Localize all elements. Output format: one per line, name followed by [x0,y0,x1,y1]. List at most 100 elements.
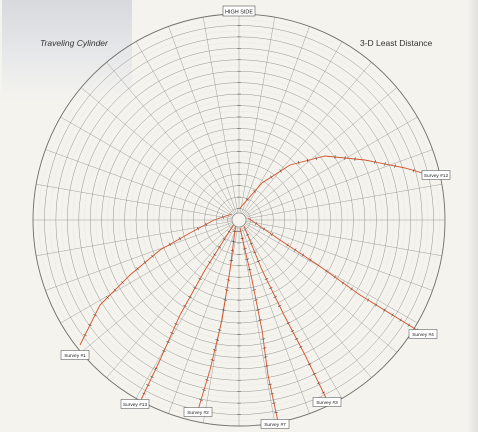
trajectory-tick [341,281,345,285]
survey-label-box [312,397,342,407]
high-side-label: HIGH SIDE [225,10,253,16]
trajectory-tick [383,308,386,312]
grid-spoke [238,219,343,399]
trajectory-tick [317,382,321,385]
trajectory-tick [399,318,402,322]
trajectory-tick [413,168,415,173]
grid-spoke [45,219,240,291]
trajectory-tick [315,156,317,161]
survey-trajectory [79,213,233,346]
survey-label: Survey #1 [64,353,86,359]
trajectory-tick [154,367,158,370]
survey-trajectory [239,227,279,423]
trajectory-tick [256,309,260,311]
survey-label: Survey #13 [123,402,148,408]
trajectory-tick [256,260,261,263]
survey-label-box [408,329,438,339]
trajectory-tick [150,375,154,378]
trajectory-tick [294,248,297,252]
trajectory-tick [178,236,182,241]
grid-spoke [238,26,310,221]
chart-title-left: Traveling Cylinder [40,38,108,48]
trajectory-tick [245,233,250,236]
trajectory-tick [366,298,370,302]
trajectory-tick [312,372,316,375]
trajectory-tick [88,323,92,327]
trajectory-tick [274,411,278,414]
trajectory-tick [240,237,245,240]
trajectory-tick [277,304,282,308]
trajectory-tick [217,245,222,249]
trajectory-tick [221,309,226,311]
high-side-box [222,5,256,17]
trajectory-tick [391,313,394,317]
trajectory-tick [269,286,273,290]
grid-spoke [238,219,397,353]
trajectory-tick [188,295,192,299]
trajectory-tick [273,295,277,299]
survey-labels: Survey #1 Survey #2 Survey #3 Survey #4 Surv… [60,170,451,429]
trajectory-tick [198,277,202,281]
trajectory-tick [146,384,150,387]
trajectory-tick [350,287,353,291]
trajectory-tick [254,221,258,226]
grid-spoke [238,219,433,291]
grid-spoke [238,219,275,423]
trajectory-tick [222,215,224,219]
grid-spoke [238,17,275,221]
trajectory-tick [254,299,258,301]
trajectory-tick [213,253,217,256]
survey-label: Survey #7 [264,422,286,428]
grid-spoke [168,219,240,414]
trajectory-tick [199,399,203,401]
grid-spoke [238,116,418,221]
survey-label: Survey #4 [412,332,434,338]
trajectory-tick [264,277,269,281]
trajectory-tick [196,226,200,231]
header-band [2,0,132,100]
trajectory-tick [106,296,109,299]
survey-label-box [183,407,213,417]
trajectory-tick [247,268,252,271]
trajectory-tick [270,393,274,395]
grid-spoke [238,149,433,221]
grid-spoke [203,17,240,221]
trajectory-tick [325,269,328,273]
chart-title-right: 3-D Least Distance [360,38,433,48]
trajectory-tick [174,323,178,325]
trajectory-tick [270,175,273,179]
grid-spoke [81,219,240,353]
grid-spoke [36,219,240,256]
trajectory-tick [202,389,206,391]
trajectory-tick [394,164,396,168]
grid-spoke [238,62,372,221]
trajectory-tick [290,329,295,333]
survey-label-box [60,350,90,360]
survey-label: Survey #2 [187,410,209,416]
grid-spoke [81,87,240,221]
trajectory-tick [136,267,139,271]
trajectory-tick [223,299,228,301]
trajectory-tick [258,319,262,321]
grid-spoke [60,219,240,324]
grid-spoke [135,219,240,399]
polar-grid [32,13,446,427]
survey-label-box [120,399,150,409]
trajectory-tick [113,288,117,292]
trajectory-tick [333,275,337,279]
survey-trajectory [247,217,426,336]
trajectory-tick [215,339,220,341]
trajectory-tick [286,321,290,325]
grid-spoke [36,184,240,221]
trajectory-tick [407,323,410,327]
trajectory-tick [301,253,304,257]
survey-trajectory [197,221,237,411]
trajectory-tick [208,261,212,264]
survey-label-box [421,170,451,180]
trajectory-tick [224,289,229,291]
grid-spoke [238,219,442,256]
trajectory-tick [93,313,97,317]
trajectory-tick [294,337,299,341]
